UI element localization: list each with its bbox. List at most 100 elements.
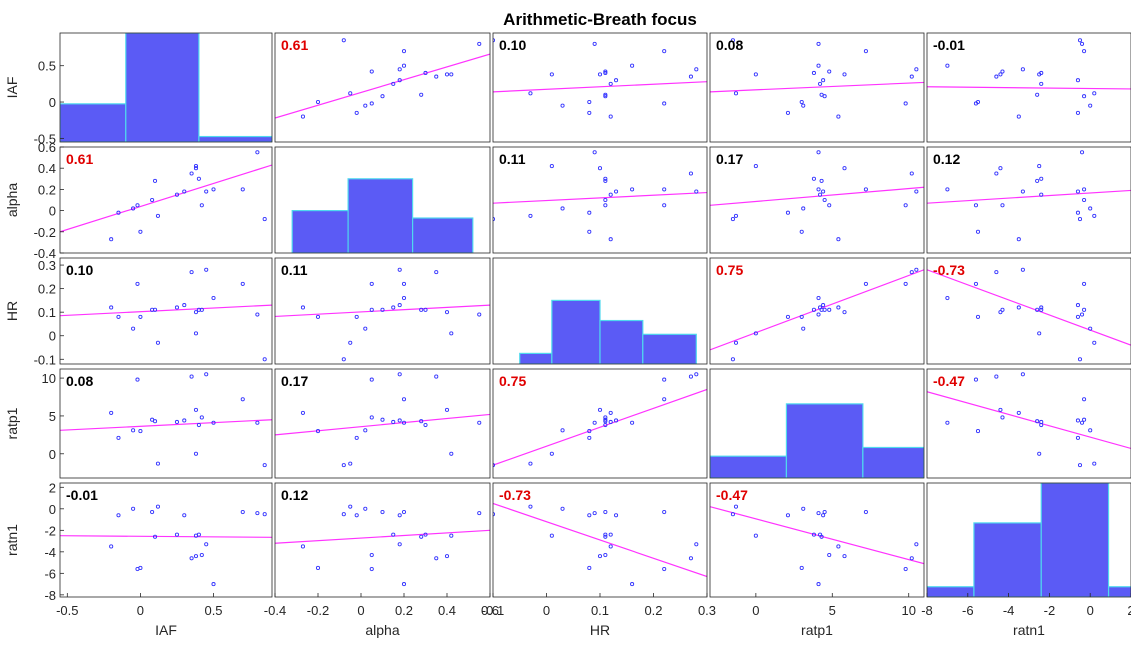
data-point [109,305,114,310]
data-point [608,192,613,197]
data-point [603,178,608,183]
data-point [1092,213,1097,218]
data-point [131,326,136,331]
data-point [608,114,613,119]
data-point [662,509,667,515]
panel-plot-area [60,33,272,142]
data-point [380,94,385,99]
x-tick-label: 0 [1087,603,1094,618]
data-point [818,81,823,86]
data-point [597,72,603,77]
panel-alpha-vs-ratp1: 0.17 [709,146,925,254]
y-tick-label: -2 [44,523,56,538]
y-tick-label: 0 [49,502,56,517]
data-point [597,407,603,412]
data-point [587,513,592,518]
x-axis-label: ratn1 [1013,622,1045,638]
data-point [1075,303,1081,308]
data-point [401,420,407,425]
data-point [603,509,608,515]
data-point [444,554,450,559]
data-point [380,509,385,515]
panel-ratp1-vs-IAF: 0.08 0 5 10 ratp1 [4,368,273,479]
panel-frame [59,257,273,365]
x-tick-label: 0.5 [204,603,222,618]
data-point [945,295,950,301]
data-point [1039,307,1044,312]
data-point [255,150,260,155]
data-point [1035,178,1040,183]
histogram-bar [1107,586,1131,597]
data-point [662,566,667,572]
data-point [423,422,428,428]
x-axis-label: IAF [155,622,177,638]
data-point [401,281,407,286]
data-point [199,415,204,420]
y-tick-label: -0.1 [34,352,56,367]
panel-IAF-vs-HR: 0.10 [492,32,708,143]
data-point [1075,314,1081,319]
data-point [1000,69,1005,74]
histogram-bar [642,333,697,364]
data-point [608,237,613,242]
data-point [818,305,823,310]
data-point [193,407,199,412]
panel-plot-area [927,483,1131,597]
data-point [1016,114,1021,119]
data-point [973,281,979,286]
data-point [449,451,454,456]
data-point [603,176,608,181]
data-point [1082,49,1087,54]
data-point [1020,372,1025,377]
data-point [391,305,396,310]
data-point [608,81,613,86]
data-point [733,340,739,345]
data-point [528,91,533,96]
data-point [211,582,216,587]
data-point [155,504,161,509]
panel-frame [492,257,708,365]
data-point [614,418,619,423]
data-point [189,374,194,379]
data-point [1016,410,1021,415]
panel-plot-area [275,38,490,119]
data-point [603,553,608,558]
data-point [391,419,396,425]
data-point [369,566,374,572]
data-point [423,532,428,537]
data-point [822,509,827,515]
data-point [240,509,245,515]
data-point [822,94,827,99]
data-point [560,428,565,433]
data-point [419,92,424,97]
data-point [369,307,374,312]
data-point [116,210,121,215]
data-point [799,229,804,234]
data-point [688,74,694,79]
data-point [1020,189,1025,194]
data-point [821,303,826,308]
regression-line [60,419,272,431]
data-point [1082,197,1087,203]
panel-plot-area [60,150,272,242]
panel-HR-vs-alpha: 0.11 [274,257,491,365]
y-tick-label: 0 [49,329,56,344]
data-point [903,101,908,106]
data-point [444,310,450,315]
correlation-label: 0.11 [499,151,526,167]
data-point [255,312,260,317]
panel-plot-area [927,267,1131,362]
data-point [603,94,608,99]
panel-plot-area [927,150,1131,242]
data-point [1077,217,1083,222]
data-point [193,554,199,559]
data-point [1077,38,1083,43]
panel-ratp1-vs-alpha: 0.17 [274,368,491,479]
data-point [152,178,158,183]
data-point [109,410,114,415]
data-point [1092,91,1097,96]
panel-HR-vs-ratn1: -0.73 [926,257,1131,365]
panel-HR-vs-HR [492,257,708,365]
panel-frame [274,146,491,254]
data-point [597,554,603,559]
